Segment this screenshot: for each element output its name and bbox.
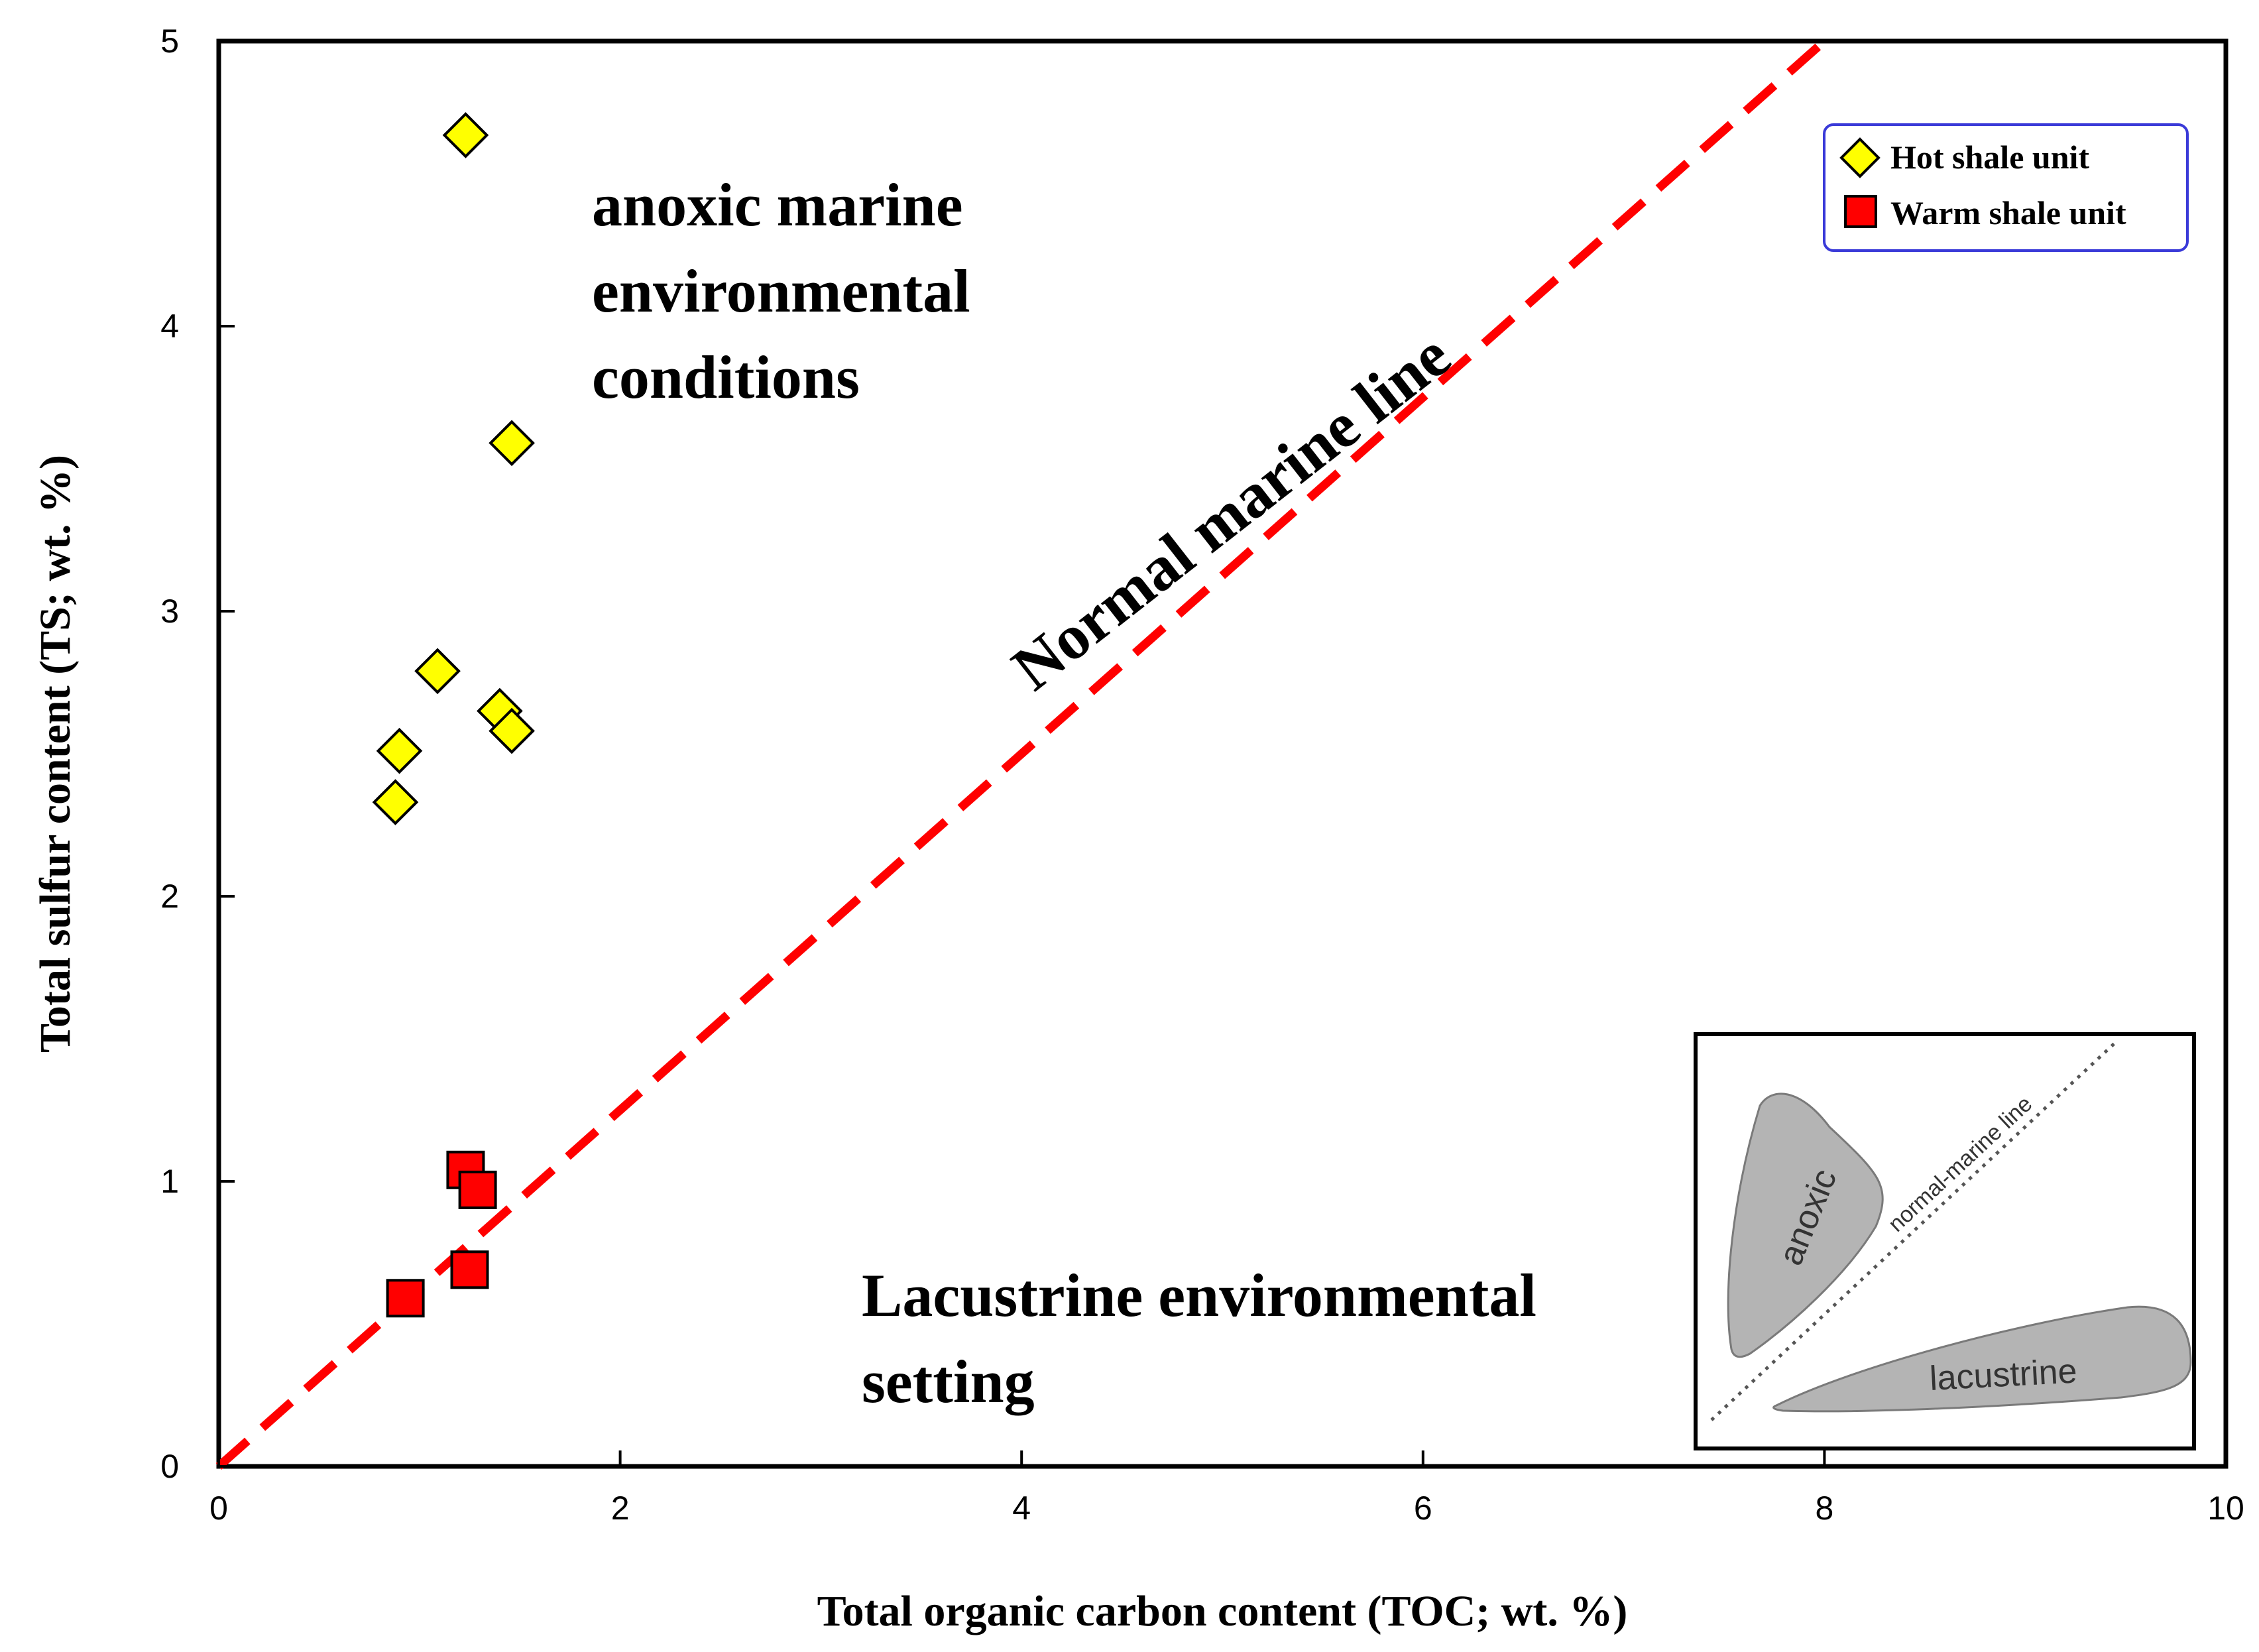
legend-warm-shale-label: Warm shale unit (1890, 194, 2126, 231)
hot-shale-point (414, 648, 461, 695)
normal-marine-line-label: Normal marine line (999, 320, 1463, 704)
hot-shale-point (489, 707, 535, 754)
inset-lacustrine-label: lacustrine (1929, 1352, 2078, 1398)
y-tick-label: 5 (160, 23, 179, 60)
x-tick-label: 6 (1414, 1490, 1432, 1527)
inset-schematic: anoxic lacustrine normal-marine line (1694, 1032, 2196, 1450)
anoxic-annotation-line-1: anoxic marine (592, 171, 963, 239)
y-tick-label: 4 (160, 308, 179, 345)
hot-shale-point (442, 112, 489, 158)
y-tick-label: 1 (160, 1163, 179, 1200)
y-tick-label: 2 (160, 878, 179, 915)
plot-frame (216, 38, 2229, 1469)
legend-hot-shale-label: Hot shale unit (1890, 139, 2089, 176)
warm-shale-point (386, 1279, 425, 1318)
points-layer (372, 112, 535, 1318)
lacustrine-annotation-line-2: setting (862, 1348, 1035, 1415)
warm-shale-point (458, 1170, 497, 1209)
anoxic-annotation-line-2: environmental (592, 257, 970, 325)
x-tick-label: 2 (611, 1490, 630, 1527)
reference-line-layer (215, 38, 1827, 1470)
y-tick-label: 0 (160, 1448, 179, 1485)
warm-shale-point (450, 1250, 489, 1289)
normal-marine-line (215, 38, 1827, 1470)
anoxic-annotation-line-3: conditions (592, 343, 860, 411)
inset-anoxic-shape (1727, 1092, 1884, 1358)
x-tick-label: 0 (209, 1490, 228, 1527)
y-tick-label: 3 (160, 593, 179, 630)
y-axis-title: Total sulfur content (TS; wt. %) (31, 455, 80, 1053)
x-tick-label: 4 (1012, 1490, 1031, 1527)
hot-shale-point (376, 727, 423, 774)
ticks-layer: 0 2 4 6 8 10 0 1 2 3 4 5 (160, 23, 2244, 1527)
lacustrine-annotation-line-1: Lacustrine environmental (862, 1262, 1536, 1329)
x-tick-label: 10 (2207, 1490, 2244, 1527)
hot-shale-point (372, 779, 419, 825)
legend-box (1823, 123, 2189, 252)
x-axis-title: Total organic carbon content (TOC; wt. %… (817, 1587, 1628, 1635)
hot-shale-point (489, 420, 535, 467)
legend-warm-shale-marker (1844, 195, 1877, 228)
legend: Hot shale unit Warm shale unit (1823, 123, 2189, 252)
x-tick-label: 8 (1815, 1490, 1833, 1527)
legend-hot-shale-marker (1839, 137, 1881, 178)
inset-lacustrine-shape (1772, 1305, 2192, 1413)
